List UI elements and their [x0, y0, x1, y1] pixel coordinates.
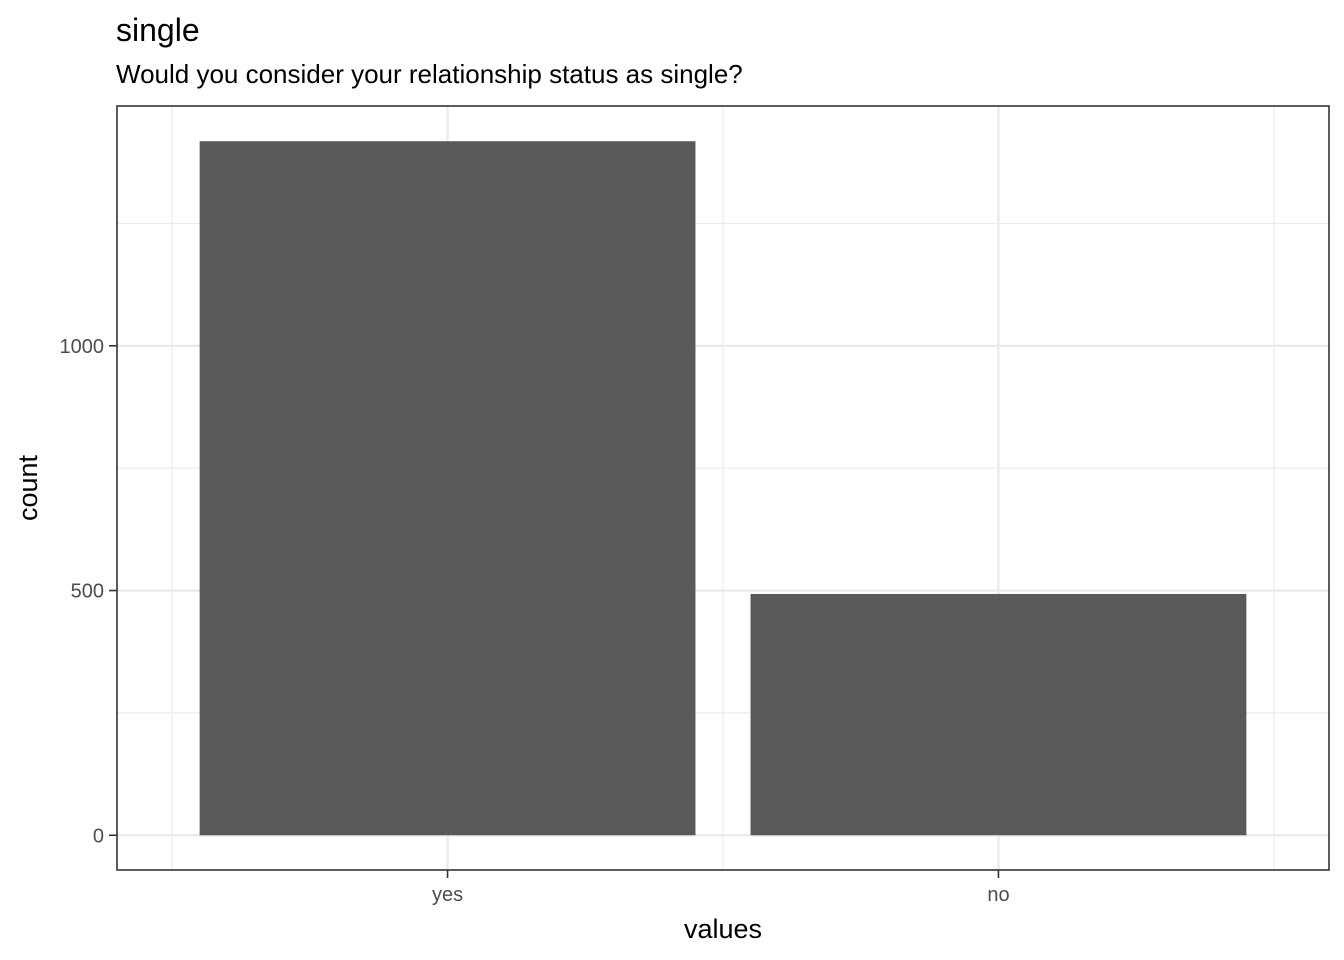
plot-panel [116, 105, 1330, 871]
x-axis: yes no [432, 870, 1010, 906]
panel-border [116, 105, 1330, 871]
y-tick-label: 0 [93, 825, 104, 847]
x-tick-label: yes [432, 884, 463, 906]
bars [199, 141, 1247, 836]
x-axis-title: values [684, 914, 762, 944]
x-tick-label: no [987, 884, 1009, 906]
y-axis-title: count [13, 454, 43, 521]
y-tick-label: 1000 [60, 336, 105, 358]
bar-no [750, 593, 1247, 836]
y-axis: 0 500 1000 [60, 336, 117, 847]
chart-subtitle: Would you consider your relationship sta… [116, 59, 743, 89]
bar-yes [199, 141, 696, 836]
y-tick-label: 500 [71, 581, 104, 603]
chart-title: single [116, 12, 200, 48]
